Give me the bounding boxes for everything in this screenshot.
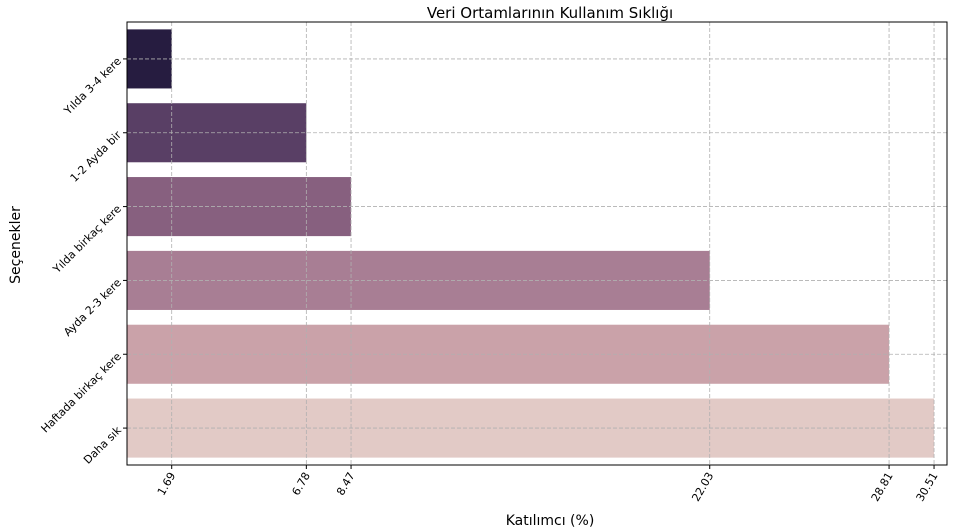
- y-tick-label: Yılda 3-4 kere: [61, 55, 124, 118]
- y-tick-label: Yılda birkaç kere: [50, 202, 124, 276]
- x-axis-label: Katılımcı (%): [506, 513, 595, 529]
- bar: [127, 103, 307, 163]
- chart-title: Veri Ortamlarının Kullanım Sıklığı: [427, 4, 673, 22]
- x-tick-label: 1.69: [155, 470, 179, 498]
- plot-frame: [126, 21, 948, 466]
- y-axis-label: Seçenekler: [8, 206, 24, 284]
- y-tick-label: Daha sık: [81, 423, 124, 466]
- x-tick-label: 28.81: [869, 470, 896, 504]
- y-tick-label: Ayda 2-3 kere: [61, 276, 124, 339]
- y-tick-label: 1-2 Ayda bir: [68, 128, 125, 185]
- x-tick-label: 8.47: [334, 470, 358, 498]
- x-tick-label: 22.03: [689, 470, 716, 504]
- x-tick-label: 30.51: [914, 470, 941, 504]
- y-tick-label: Haftada birkaç kere: [39, 350, 125, 436]
- x-tick-label: 6.78: [289, 470, 313, 498]
